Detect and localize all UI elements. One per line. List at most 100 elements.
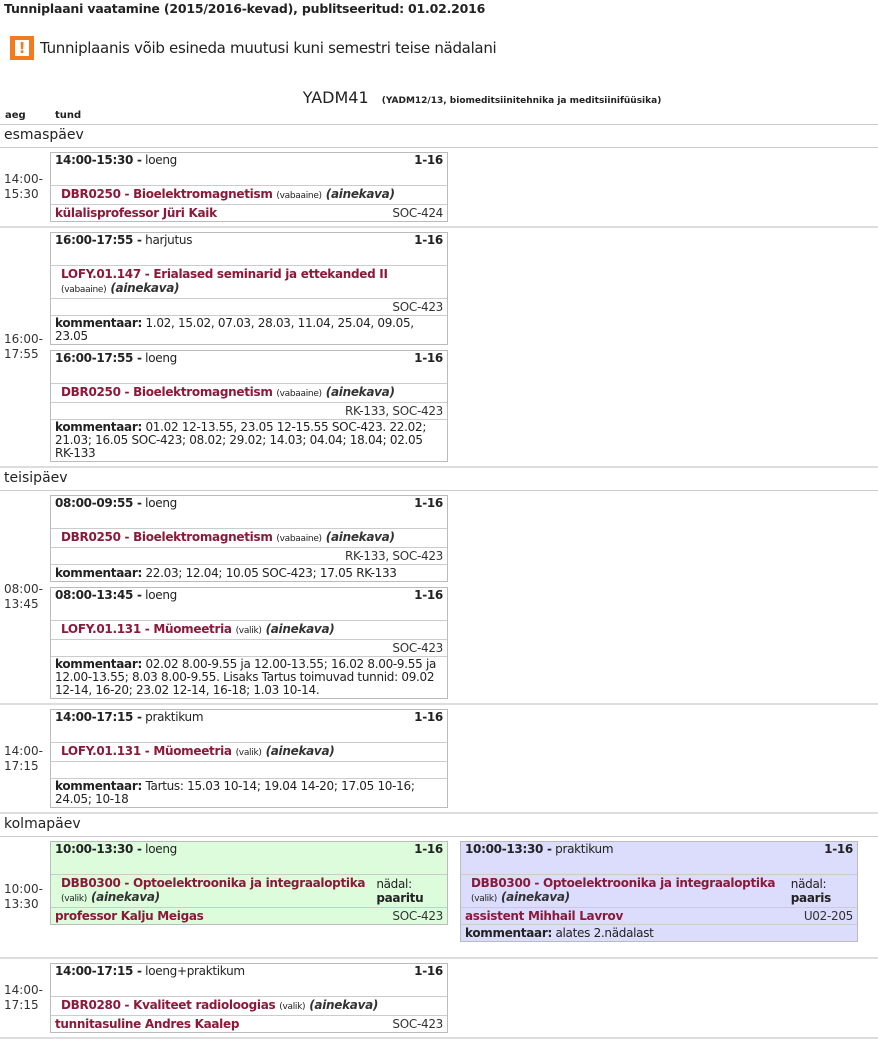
course-link[interactable]: DBR0250 - Bioelektromagnetism (vabaaine)… <box>55 385 395 401</box>
lesson-column: 14:00-17:15 - loeng+praktikum 1-16 DBR0280… <box>50 963 448 1033</box>
comment-row: kommentaar: Tartus: 15.03 10-14; 19.04 1… <box>51 778 447 807</box>
room: U02-205 <box>803 909 853 923</box>
course-link[interactable]: DBB0300 - Optoelektroonika ja integraalo… <box>465 876 791 906</box>
course-tag: (vabaaine) <box>276 534 322 544</box>
course-title[interactable]: DBR0250 - Bioelektromagnetism <box>61 385 273 399</box>
comment-label: kommentaar: <box>55 420 142 434</box>
course-title[interactable]: DBB0300 - Optoelektroonika ja integraalo… <box>471 876 776 890</box>
lesson-header: 08:00-13:45 - loeng 1-16 <box>51 588 447 620</box>
week-label: nädal: <box>790 877 827 891</box>
lecturer-link[interactable]: professor Kalju Meigas <box>55 909 204 923</box>
slot-time: 10:00-13:30 <box>0 882 50 912</box>
ainekava-link[interactable]: (ainekava) <box>500 890 570 904</box>
course-link[interactable]: LOFY.01.131 - Müomeetria (valik) (ainekav… <box>55 622 335 638</box>
lecturer-row: tunnitasuline Andres Kaalep SOC-423 <box>51 1015 447 1032</box>
lesson-time: 10:00-13:30 - <box>465 842 552 856</box>
room: SOC-423 <box>392 300 443 314</box>
lecturer-row: assistent Mihhail Lavrov U02-205 <box>461 907 857 924</box>
time-slot: 14:00-15:30 14:00-15:30 - loeng 1-16 DBR025… <box>0 148 878 228</box>
slot-time: 14:00-17:15 <box>0 983 50 1013</box>
lesson-column: 10:00-13:30 - praktikum 1-16 DBB0300 - Opt… <box>460 841 858 942</box>
slot-columns: 14:00-15:30 - loeng 1-16 DBR0250 - Bioelek… <box>50 152 448 222</box>
course-title[interactable]: DBB0300 - Optoelektroonika ja integraalo… <box>61 876 366 890</box>
course-link[interactable]: DBR0250 - Bioelektromagnetism (vabaaine)… <box>55 530 395 546</box>
lesson-type: loeng <box>145 496 177 510</box>
lesson-type: praktikum <box>145 710 204 724</box>
lecturer-link[interactable]: külalisprofessor Jüri Kaik <box>55 206 217 220</box>
course-tag: (vabaaine) <box>276 191 322 201</box>
ainekava-link[interactable]: (ainekava) <box>325 187 395 201</box>
comment-row: kommentaar: 02.02 8.00-9.55 ja 12.00-13.… <box>51 656 447 698</box>
week-label: nädal: <box>376 877 412 891</box>
lesson-time: 08:00-13:45 - <box>55 588 142 602</box>
course-link[interactable]: DBR0250 - Bioelektromagnetism (vabaaine)… <box>55 187 395 203</box>
course-row: LOFY.01.131 - Müomeetria (valik) (ainekav… <box>51 620 447 639</box>
lesson-weeks: 1-16 <box>414 842 443 856</box>
course-link[interactable]: DBR0280 - Kvaliteet radioloogias (valik)… <box>55 998 378 1014</box>
lesson-column: 16:00-17:55 - harjutus 1-16 LOFY.01.147 - … <box>50 232 448 462</box>
lesson-weeks: 1-16 <box>414 588 443 602</box>
slot-time: 14:00-15:30 <box>0 172 50 202</box>
lecturer-row: RK-133, SOC-423 <box>51 402 447 419</box>
lecturer-row: professor Kalju Meigas SOC-423 <box>51 907 447 924</box>
lesson-type: praktikum <box>555 842 614 856</box>
lesson-header: 14:00-15:30 - loeng 1-16 <box>51 153 447 185</box>
ainekava-link[interactable]: (ainekava) <box>90 890 160 904</box>
course-row: DBR0250 - Bioelektromagnetism (vabaaine)… <box>51 528 447 547</box>
lesson-card: 10:00-13:30 - loeng 1-16 DBB0300 - Optoele… <box>50 841 448 925</box>
day-heading: esmaspäev <box>0 125 878 148</box>
course-link[interactable]: DBB0300 - Optoelektroonika ja integraalo… <box>55 876 376 906</box>
comment-row: kommentaar: alates 2.nädalast <box>461 924 857 941</box>
course-tag: (vabaaine) <box>61 285 107 295</box>
time-slot: 16:00-17:55 16:00-17:55 - harjutus 1-16 LOF… <box>0 228 878 468</box>
lesson-header: 10:00-13:30 - loeng 1-16 <box>51 842 447 874</box>
comment-row: kommentaar: 01.02 12-13.55, 23.05 12-15.… <box>51 419 447 461</box>
lecturer-link[interactable]: assistent Mihhail Lavrov <box>465 909 623 923</box>
lesson-column: 14:00-15:30 - loeng 1-16 DBR0250 - Bioelek… <box>50 152 448 222</box>
course-tag: (valik) <box>471 894 497 904</box>
time-slot: 14:00-17:15 14:00-17:15 - praktikum 1-16 LO… <box>0 705 878 814</box>
lesson-header: 08:00-09:55 - loeng 1-16 <box>51 496 447 528</box>
slot-columns: 10:00-13:30 - loeng 1-16 DBB0300 - Optoele… <box>50 841 858 942</box>
comment-label: kommentaar: <box>55 657 142 671</box>
comment-text: 22.03; 12.04; 10.05 SOC-423; 17.05 RK-13… <box>145 565 397 580</box>
course-row: LOFY.01.147 - Erialased seminarid ja ett… <box>51 265 447 298</box>
course-link[interactable]: LOFY.01.147 - Erialased seminarid ja ett… <box>55 267 406 297</box>
course-tag: (valik) <box>279 1002 306 1012</box>
ainekava-link[interactable]: (ainekava) <box>325 385 395 399</box>
comment-label: kommentaar: <box>55 316 142 330</box>
room: SOC-423 <box>392 909 443 923</box>
slot-time-text: 10:00-13:30 <box>4 882 43 911</box>
ainekava-link[interactable]: (ainekava) <box>110 281 180 295</box>
course-title[interactable]: LOFY.01.131 - Müomeetria <box>61 744 232 758</box>
slot-time-text: 14:00-17:15 <box>4 743 43 773</box>
comment-text: Tartus: 15.03 10-14; 19.04 14-20; 17.05 … <box>55 779 415 806</box>
slot-time: 14:00-17:15 <box>0 744 50 774</box>
lesson-card: 14:00-15:30 - loeng 1-16 DBR0250 - Bioelek… <box>50 152 448 222</box>
lesson-time: 14:00-15:30 - <box>55 153 142 167</box>
lecturer-link[interactable]: tunnitasuline Andres Kaalep <box>55 1017 240 1031</box>
course-title[interactable]: DBR0250 - Bioelektromagnetism <box>61 187 273 201</box>
slot-time: 16:00-17:55 <box>0 332 50 362</box>
ainekava-link[interactable]: (ainekava) <box>325 530 395 544</box>
course-link[interactable]: LOFY.01.131 - Müomeetria (valik) (ainekav… <box>55 744 335 760</box>
lecturer-row: SOC-423 <box>51 639 447 656</box>
course-row: DBR0250 - Bioelektromagnetism (vabaaine)… <box>51 185 447 204</box>
ainekava-link[interactable]: (ainekava) <box>265 622 335 636</box>
room: SOC-423 <box>392 641 443 655</box>
comment: kommentaar: 1.02, 15.02, 07.03, 28.03, 1… <box>55 317 443 343</box>
ainekava-link[interactable]: (ainekava) <box>309 998 379 1012</box>
day-heading: kolmapäev <box>0 814 878 837</box>
course-title[interactable]: LOFY.01.131 - Müomeetria <box>61 622 232 636</box>
course-title[interactable]: DBR0280 - Kvaliteet radioloogias <box>61 998 276 1012</box>
lesson-type: loeng <box>145 588 177 602</box>
comment-label: kommentaar: <box>465 925 552 940</box>
lesson-header: 16:00-17:55 - loeng 1-16 <box>51 351 447 383</box>
lesson-type: loeng+praktikum <box>145 964 245 978</box>
page-title: Tunniplaani vaatamine (2015/2016-kevad),… <box>4 1 486 16</box>
course-title[interactable]: LOFY.01.147 - Erialased seminarid ja ett… <box>61 267 388 281</box>
group-name: YADM41 <box>302 88 369 107</box>
comment-text: 1.02, 15.02, 07.03, 28.03, 11.04, 25.04,… <box>55 316 414 343</box>
ainekava-link[interactable]: (ainekava) <box>265 744 335 758</box>
course-title[interactable]: DBR0250 - Bioelektromagnetism <box>61 530 273 544</box>
